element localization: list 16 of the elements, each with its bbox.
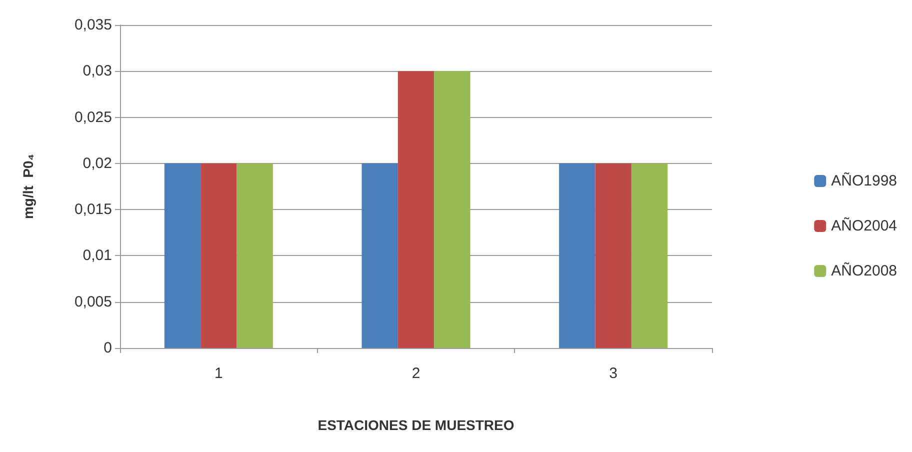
y-axis-title: mg/lt P0₄ bbox=[20, 154, 36, 220]
y-tick-label: 0 bbox=[104, 340, 112, 356]
y-tick-label: 0,015 bbox=[74, 201, 112, 218]
x-tick-label: 2 bbox=[412, 365, 420, 382]
y-tick-label: 0,025 bbox=[74, 108, 112, 126]
y-tick-label: 0,01 bbox=[82, 247, 112, 264]
legend-label: AÑO2008 bbox=[831, 262, 897, 280]
x-tick-label: 1 bbox=[214, 365, 223, 382]
y-tick-label: 0,02 bbox=[82, 154, 112, 172]
x-tick-label: 3 bbox=[609, 365, 618, 382]
legend-label: AÑO1998 bbox=[831, 172, 897, 190]
legend-label: AÑO2004 bbox=[831, 216, 897, 234]
y-tick-label: 0,035 bbox=[74, 16, 112, 34]
y-tick-label: 0,03 bbox=[82, 62, 112, 80]
x-axis-title: ESTACIONES DE MUESTREO bbox=[318, 417, 514, 433]
y-tick-label: 0,005 bbox=[74, 293, 112, 310]
